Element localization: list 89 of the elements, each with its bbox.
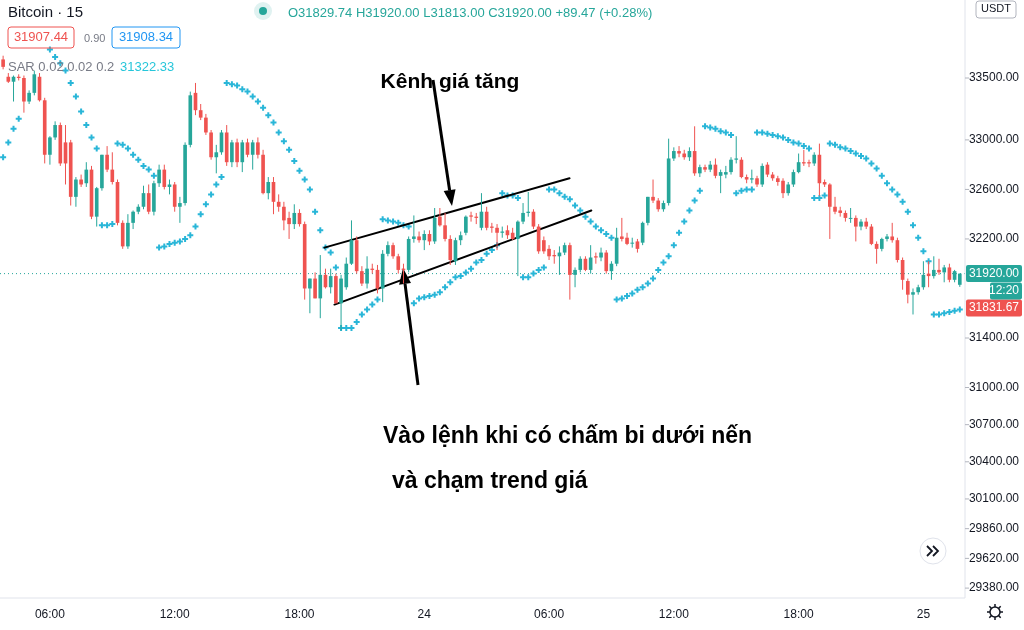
y-tick-label: 30700.00	[968, 416, 1020, 431]
x-tick-label: 12:00	[658, 607, 690, 622]
candlestick	[448, 234, 453, 266]
candlestick	[412, 214, 416, 244]
candlestick	[755, 175, 759, 188]
candlestick	[266, 176, 271, 200]
candlestick	[84, 161, 89, 188]
chart-title: Bitcoin · 15	[8, 3, 84, 20]
candlestick	[630, 237, 635, 249]
candlestick	[308, 278, 312, 314]
y-tick-label: 29620.00	[968, 550, 1020, 565]
y-tick-label: 32200.00	[968, 231, 1020, 246]
ref-line-label: 31920.00	[968, 265, 1020, 280]
candlestick	[22, 75, 26, 114]
annotation: O31829.74 H31920.00 L31813.00 C31920.00 +89.47 (+0.28%)	[288, 5, 653, 20]
x-tick-label: 06:00	[34, 607, 66, 622]
candlestick	[292, 203, 297, 230]
candlestick	[422, 229, 427, 251]
candlestick	[240, 139, 245, 173]
candlestick	[204, 113, 208, 136]
x-tick-label: 12:00	[159, 607, 191, 622]
candlestick	[53, 120, 57, 141]
candlestick	[318, 254, 323, 319]
candlestick	[828, 182, 832, 240]
candlestick	[131, 209, 135, 230]
text: 31831.67	[968, 300, 1020, 315]
candlestick	[396, 253, 401, 275]
y-tick-label: 30100.00	[968, 491, 1020, 506]
candlestick	[120, 219, 125, 250]
candlestick	[677, 145, 681, 158]
x-tick-label: 18:00	[783, 607, 814, 622]
x-tick-label: 18:00	[284, 607, 315, 622]
candlestick	[172, 181, 177, 213]
candlestick	[521, 202, 525, 225]
annotation: Kênh giá tăng	[380, 69, 520, 92]
candlestick	[178, 196, 182, 224]
candlestick	[760, 162, 765, 188]
candlestick	[417, 231, 421, 244]
y-tick-label: 29380.00	[968, 580, 1020, 595]
candlestick	[853, 214, 858, 242]
text: USDT	[981, 2, 1012, 15]
candlestick	[48, 135, 52, 166]
y-tick-label: 31400.00	[968, 330, 1020, 345]
candlestick	[703, 164, 707, 173]
text: 12:20	[988, 283, 1020, 298]
candlestick	[604, 249, 609, 275]
candlestick	[651, 179, 655, 204]
candlestick	[469, 211, 473, 223]
annotation: 31907.44	[13, 28, 69, 44]
y-tick-label: 30400.00	[968, 453, 1020, 468]
y-tick-label: 33500.00	[968, 70, 1020, 85]
candlestick	[905, 278, 910, 304]
candlestick	[110, 151, 115, 185]
annotation: và chạm trend giá	[392, 467, 588, 493]
candlestick	[162, 164, 167, 190]
candlestick	[105, 145, 109, 173]
candlestick	[464, 214, 468, 236]
candlestick	[235, 138, 239, 168]
candlestick	[890, 222, 895, 244]
candlestick	[443, 212, 447, 242]
candlestick	[146, 183, 151, 215]
candlestick	[360, 265, 364, 287]
annotation: 31908.34	[118, 28, 174, 44]
y-tick-label: 29860.00	[968, 520, 1020, 535]
candlestick	[859, 218, 863, 231]
annotation: SAR 0.02 0.02 0.2	[8, 59, 115, 74]
x-tick-label: 25	[916, 607, 931, 622]
candlestick	[32, 70, 37, 96]
x-tick-label: 24	[417, 607, 432, 622]
y-tick-label: 31000.00	[968, 379, 1020, 394]
candlestick	[599, 247, 603, 262]
y-tick-label: 32600.00	[968, 181, 1020, 196]
candlestick	[157, 164, 161, 188]
y-tick-label: 33000.00	[968, 132, 1020, 147]
x-tick-label: 06:00	[534, 607, 565, 622]
annotation: Vào lệnh khi có chấm bi dưới nến	[383, 422, 753, 448]
candlestick	[214, 144, 219, 174]
candlestick	[250, 139, 255, 171]
annotation: 0.90	[84, 32, 106, 44]
candlestick	[734, 135, 739, 164]
candlestick	[256, 136, 260, 159]
candlestick	[911, 287, 915, 315]
candlestick	[126, 213, 130, 250]
candlestick	[313, 271, 317, 299]
candlestick	[885, 233, 889, 242]
candlestick	[438, 207, 442, 228]
candlestick	[74, 176, 78, 208]
annotation: 31322.33	[120, 59, 175, 74]
candlestick	[230, 139, 234, 168]
